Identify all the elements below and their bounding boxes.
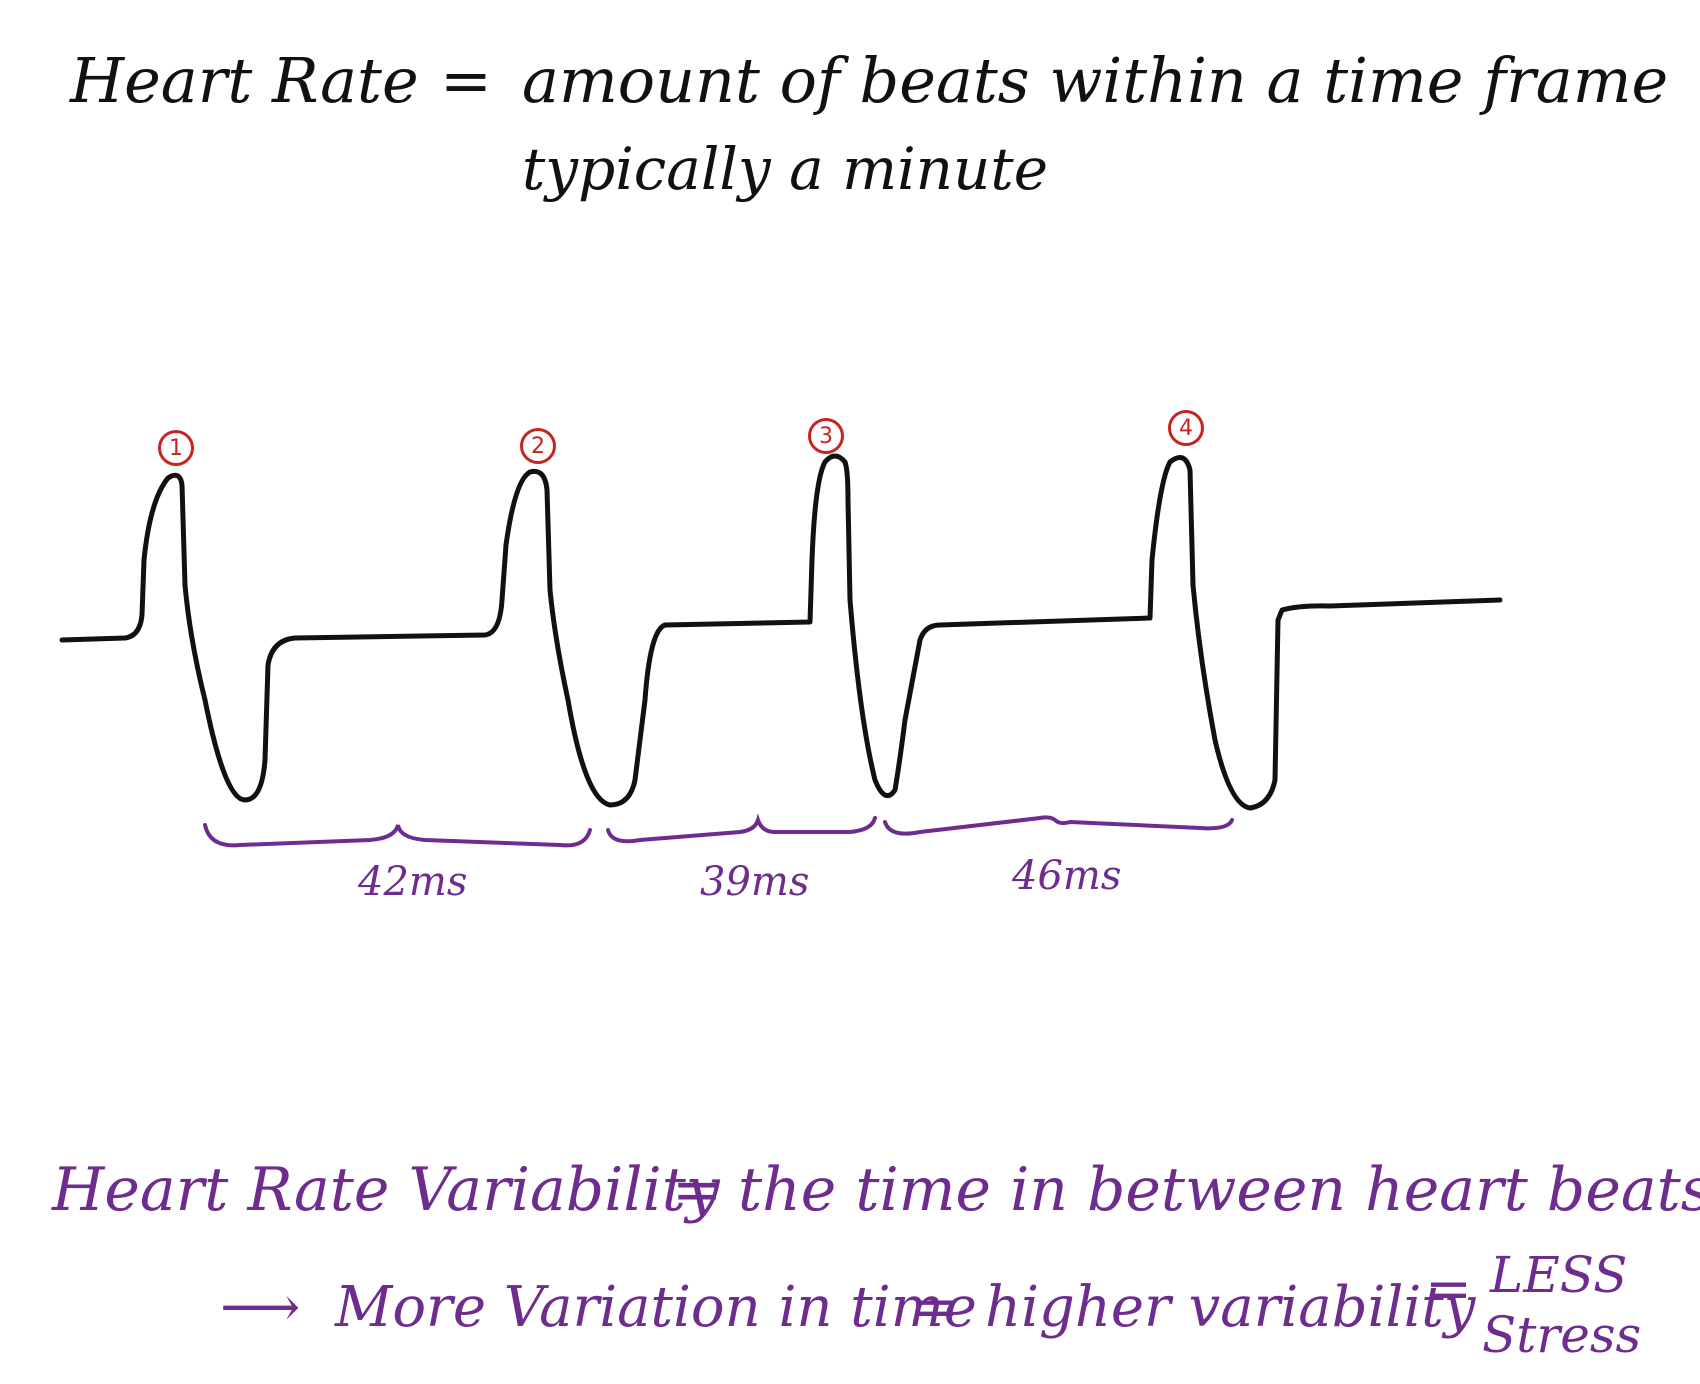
- hrv-equals: =: [672, 1155, 723, 1225]
- conclusion-equals-1: =: [912, 1275, 959, 1340]
- hrv-term: Heart Rate Variability: [52, 1155, 720, 1225]
- heart-rate-definition-line2: typically a minute: [522, 135, 1049, 203]
- interval-brace-2: [606, 813, 877, 844]
- conclusion-stress: Stress: [1482, 1306, 1642, 1364]
- interval-brace-1: [203, 823, 592, 848]
- conclusion-more-variation: More Variation in time: [335, 1275, 977, 1340]
- heart-rate-definition-line1: amount of beats within a time frame: [522, 44, 1669, 117]
- beat-marker-1: 1: [158, 430, 194, 466]
- beat-marker-3: 3: [808, 418, 844, 454]
- heartbeat-waveform: [59, 453, 1503, 811]
- interval-label-3: 46ms: [1012, 853, 1122, 899]
- beat-marker-4: 4: [1168, 410, 1204, 446]
- hrv-definition: the time in between heart beats: [738, 1155, 1700, 1225]
- conclusion-equals-2: =: [1425, 1257, 1472, 1322]
- interval-label-2: 39ms: [700, 859, 810, 905]
- conclusion-less: LESS: [1490, 1246, 1628, 1304]
- heart-rate-equals: =: [440, 44, 492, 117]
- interval-brace-3: [883, 815, 1234, 836]
- conclusion-higher-variability: higher variability: [985, 1275, 1476, 1340]
- interval-label-1: 42ms: [358, 859, 468, 905]
- heart-rate-term: Heart Rate: [70, 44, 419, 117]
- arrow-icon: ⟶: [220, 1275, 301, 1340]
- beat-marker-2: 2: [520, 428, 556, 464]
